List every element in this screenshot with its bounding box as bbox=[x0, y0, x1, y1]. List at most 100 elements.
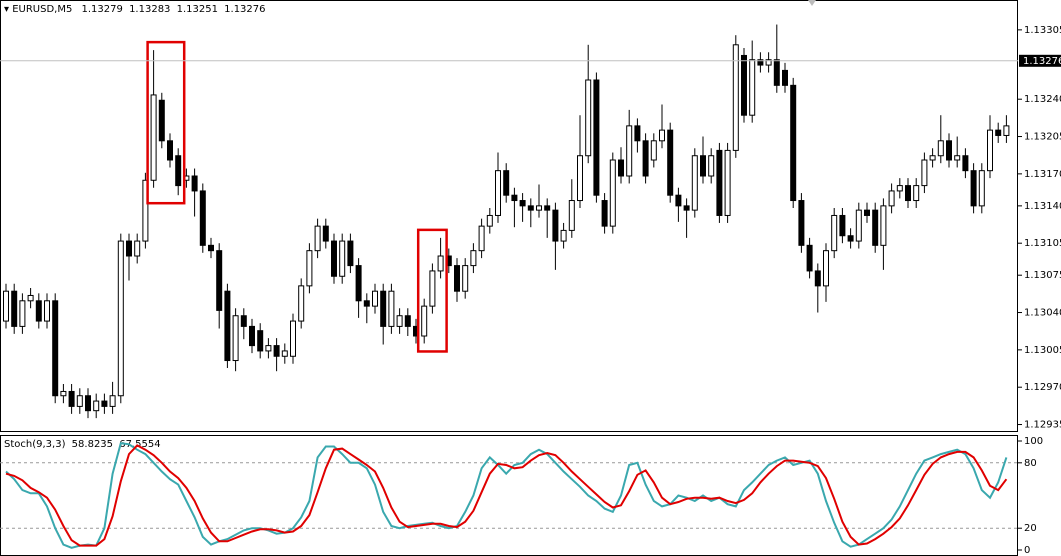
candle-body bbox=[831, 214, 838, 252]
candle-body bbox=[429, 270, 436, 307]
candle-body bbox=[790, 84, 797, 202]
stoch-line bbox=[5, 444, 1008, 547]
candle-body bbox=[396, 315, 403, 327]
d-reading: 67.5554 bbox=[119, 439, 160, 450]
candle-body bbox=[290, 320, 296, 357]
candle-body bbox=[954, 155, 961, 161]
candle-body bbox=[273, 345, 280, 357]
candle-body bbox=[888, 190, 895, 207]
candle-body bbox=[921, 159, 928, 187]
candle-body bbox=[511, 194, 518, 202]
candle-body bbox=[839, 214, 846, 237]
highlight-box bbox=[146, 40, 186, 205]
candle-body bbox=[675, 194, 682, 207]
candle-body bbox=[52, 300, 59, 397]
symbol-header: ▾ EURUSD,M5 1.13279 1.13283 1.13251 1.13… bbox=[4, 4, 266, 15]
candle-body bbox=[946, 140, 952, 161]
candle-body bbox=[544, 205, 551, 211]
candle-body bbox=[404, 315, 411, 327]
y-tick-label: 1.13105 bbox=[1024, 238, 1061, 249]
y-tick-label: 1.13005 bbox=[1024, 345, 1061, 356]
candle-body bbox=[978, 170, 985, 207]
candle-body bbox=[929, 155, 936, 161]
candle-body bbox=[347, 240, 354, 267]
candle-body bbox=[240, 315, 247, 327]
candle-body bbox=[634, 125, 641, 142]
candle-body bbox=[798, 200, 805, 246]
candle-body bbox=[814, 270, 821, 287]
candle-body bbox=[987, 129, 993, 172]
candle-body bbox=[134, 240, 141, 257]
symbol: EURUSD,M5 bbox=[12, 4, 72, 15]
candle-body bbox=[380, 290, 387, 327]
candle-body bbox=[101, 400, 108, 407]
candle-body bbox=[659, 129, 665, 142]
candle-body bbox=[732, 44, 739, 151]
candle-body bbox=[257, 330, 264, 352]
candle-body bbox=[199, 190, 206, 246]
candle-body bbox=[568, 200, 575, 231]
candle-body bbox=[355, 265, 362, 302]
candle-body bbox=[700, 155, 706, 177]
candle-body bbox=[757, 59, 764, 66]
candle-body bbox=[126, 240, 132, 257]
candle-body bbox=[421, 305, 428, 337]
candle-body bbox=[68, 390, 75, 407]
close-reading: 1.13276 bbox=[224, 4, 265, 15]
candle-body bbox=[593, 79, 600, 196]
candle-body bbox=[773, 59, 780, 86]
y-tick-label: 1.13170 bbox=[1024, 169, 1061, 180]
candle-body bbox=[872, 209, 879, 246]
candle-body bbox=[536, 205, 542, 211]
candle-body bbox=[1003, 125, 1010, 136]
candle-body bbox=[503, 170, 510, 196]
candle-body bbox=[19, 300, 26, 327]
candle-body bbox=[724, 149, 731, 216]
candle-body bbox=[3, 290, 9, 322]
candle-body bbox=[454, 265, 460, 292]
candle-body bbox=[847, 235, 854, 242]
candle-body bbox=[191, 175, 198, 192]
candle-body bbox=[823, 250, 829, 287]
candle-body bbox=[741, 54, 747, 116]
candle-body bbox=[298, 285, 305, 322]
candle-body bbox=[175, 155, 182, 187]
candle-body bbox=[970, 170, 977, 207]
candle-body bbox=[749, 59, 756, 116]
candle-body bbox=[109, 395, 116, 407]
candle-body bbox=[478, 225, 485, 252]
candle-body bbox=[470, 250, 477, 267]
candle-body bbox=[150, 94, 157, 181]
y-tick-label: 1.12970 bbox=[1024, 382, 1061, 393]
y-tick-label: 100 bbox=[1024, 436, 1043, 447]
candle-body bbox=[962, 155, 969, 172]
k-reading: 58.8235 bbox=[72, 439, 113, 450]
candle-body bbox=[855, 209, 862, 242]
candle-body bbox=[905, 185, 911, 202]
candle-body bbox=[265, 345, 272, 352]
high-reading: 1.13283 bbox=[129, 4, 170, 15]
candle-body bbox=[224, 290, 231, 362]
y-tick-label: 1.13040 bbox=[1024, 308, 1061, 319]
candle-body bbox=[339, 240, 346, 277]
candle-body bbox=[995, 129, 1002, 136]
candle-body bbox=[11, 290, 18, 327]
shift-marker bbox=[808, 0, 816, 6]
y-tick-label: 1.13140 bbox=[1024, 201, 1061, 212]
candle-body bbox=[601, 200, 608, 227]
candle-body bbox=[117, 240, 124, 397]
indicator-name: Stoch(9,3,3) bbox=[4, 439, 66, 450]
candle-body bbox=[519, 200, 526, 207]
candle-body bbox=[208, 244, 214, 252]
candle-body bbox=[585, 79, 592, 157]
candle-body bbox=[306, 250, 313, 287]
stoch-line bbox=[5, 442, 1008, 549]
candle-body bbox=[880, 205, 887, 246]
candle-body bbox=[322, 225, 329, 242]
y-tick-label: 1.13075 bbox=[1024, 270, 1061, 281]
candle-body bbox=[495, 170, 501, 216]
